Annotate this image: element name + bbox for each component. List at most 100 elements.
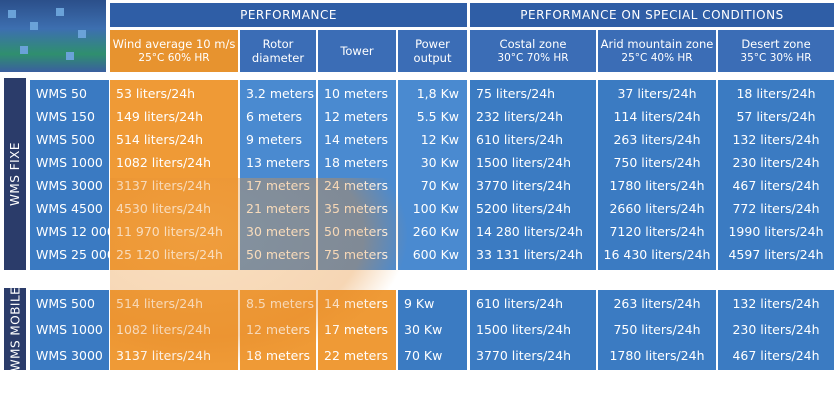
- table-cell: 232 liters/24h: [476, 109, 564, 124]
- table-cell: 132 liters/24h: [732, 132, 820, 147]
- table-cell: 750 liters/24h: [613, 155, 701, 170]
- table-cell: 2660 liters/24h: [609, 201, 705, 216]
- col-desert-fixe: 18 liters/24h 57 liters/24h 132 liters/2…: [718, 80, 834, 270]
- row-label: WMS 3000: [36, 178, 103, 193]
- table-cell: 3137 liters/24h: [116, 178, 212, 193]
- col-header-rotor-diameter: Rotor diameter: [240, 30, 316, 72]
- col-rotor-fixe: 3.2 meters 6 meters 9 meters 13 meters 1…: [240, 80, 316, 270]
- col-wind-average-mobile: 514 liters/24h 1082 liters/24h 3137 lite…: [110, 290, 238, 370]
- table-cell: 70 Kw: [404, 348, 443, 363]
- table-cell: 37 liters/24h: [617, 86, 697, 101]
- table-cell: 30 Kw: [404, 322, 443, 337]
- row-label: WMS 25 000: [36, 247, 109, 262]
- table-cell: 50 meters: [324, 224, 388, 239]
- table-cell: 17 meters: [324, 322, 388, 337]
- table-cell: 14 meters: [324, 132, 388, 147]
- section-label-mobile: WMS MOBILE: [4, 286, 26, 372]
- table-cell: 1780 liters/24h: [609, 178, 705, 193]
- table-cell: 1500 liters/24h: [476, 322, 572, 337]
- table-cell: 4530 liters/24h: [116, 201, 212, 216]
- table-cell: 7120 liters/24h: [609, 224, 705, 239]
- table-cell: 149 liters/24h: [116, 109, 204, 124]
- table-cell: 750 liters/24h: [613, 322, 701, 337]
- table-cell: 467 liters/24h: [732, 178, 820, 193]
- table-cell: 30 Kw: [420, 155, 459, 170]
- col-header-line1: Costal zone: [499, 37, 567, 51]
- table-cell: 230 liters/24h: [732, 322, 820, 337]
- col-rotor-mobile: 8.5 meters 12 meters 18 meters: [240, 290, 316, 370]
- col-header-line1: Wind average 10 m/s: [112, 37, 236, 51]
- corner-graphic: [0, 0, 106, 72]
- col-header-wind-average: Wind average 10 m/s 25°C 60% HR: [110, 30, 238, 72]
- table-cell: 260 Kw: [412, 224, 459, 239]
- col-costal-mobile: 610 liters/24h 1500 liters/24h 3770 lite…: [470, 290, 596, 370]
- col-arid-mobile: 263 liters/24h 750 liters/24h 1780 liter…: [598, 290, 716, 370]
- row-labels-mobile: WMS 500 WMS 1000 WMS 3000: [30, 290, 109, 370]
- table-cell: 600 Kw: [412, 247, 459, 262]
- section-label-text: WMS MOBILE: [8, 286, 22, 372]
- row-label: WMS 1000: [36, 155, 103, 170]
- table-cell: 132 liters/24h: [732, 296, 820, 311]
- col-header-power-output: Power output: [398, 30, 467, 72]
- col-header-line2: 25°C 40% HR: [621, 52, 693, 64]
- table-cell: 514 liters/24h: [116, 132, 204, 147]
- table-cell: 1500 liters/24h: [476, 155, 572, 170]
- row-label: WMS 12 000: [36, 224, 109, 239]
- table-cell: 6 meters: [246, 109, 303, 124]
- col-header-line2: output: [413, 51, 452, 65]
- col-header-line2: 25°C 60% HR: [138, 52, 210, 64]
- table-cell: 18 meters: [324, 155, 388, 170]
- row-label: WMS 3000: [36, 348, 103, 363]
- table-cell: 610 liters/24h: [476, 296, 564, 311]
- row-label: WMS 150: [36, 109, 95, 124]
- table-cell: 12 meters: [324, 109, 388, 124]
- col-desert-mobile: 132 liters/24h 230 liters/24h 467 liters…: [718, 290, 834, 370]
- col-header-arid-mountain-zone: Arid mountain zone 25°C 40% HR: [598, 30, 716, 72]
- col-header-line1: Rotor: [262, 37, 294, 51]
- table-cell: 1780 liters/24h: [609, 348, 705, 363]
- table-cell: 3137 liters/24h: [116, 348, 212, 363]
- table-cell: 467 liters/24h: [732, 348, 820, 363]
- col-wind-average-fixe: 53 liters/24h 149 liters/24h 514 liters/…: [110, 80, 238, 270]
- table-cell: 10 meters: [324, 86, 388, 101]
- table-cell: 18 meters: [246, 348, 310, 363]
- table-cell: 5200 liters/24h: [476, 201, 572, 216]
- col-header-tower: Tower: [318, 30, 396, 72]
- col-header-line1: Power: [415, 37, 450, 51]
- table-cell: 3770 liters/24h: [476, 178, 572, 193]
- table-cell: 1,8 Kw: [416, 86, 459, 101]
- group-title-special-conditions: PERFORMANCE ON SPECIAL CONDITIONS: [470, 3, 834, 27]
- col-power-mobile: 9 Kw 30 Kw 70 Kw: [398, 290, 467, 370]
- row-label: WMS 1000: [36, 322, 103, 337]
- background-turbine-shape: [110, 178, 410, 368]
- table-cell: 772 liters/24h: [732, 201, 820, 216]
- table-cell: 3.2 meters: [246, 86, 314, 101]
- row-label: WMS 500: [36, 296, 95, 311]
- col-tower-mobile: 14 meters 17 meters 22 meters: [318, 290, 396, 370]
- col-header-costal-zone: Costal zone 30°C 70% HR: [470, 30, 596, 72]
- table-cell: 11 970 liters/24h: [116, 224, 223, 239]
- col-header-line2: 35°C 30% HR: [740, 52, 812, 64]
- table-cell: 25 120 liters/24h: [116, 247, 223, 262]
- table-cell: 9 Kw: [404, 296, 435, 311]
- table-cell: 53 liters/24h: [116, 86, 196, 101]
- table-cell: 263 liters/24h: [613, 296, 701, 311]
- col-arid-fixe: 37 liters/24h 114 liters/24h 263 liters/…: [598, 80, 716, 270]
- table-cell: 33 131 liters/24h: [476, 247, 583, 262]
- row-label: WMS 500: [36, 132, 95, 147]
- col-header-desert-zone: Desert zone 35°C 30% HR: [718, 30, 834, 72]
- col-header-line2: diameter: [251, 51, 305, 65]
- row-labels-fixe: WMS 50 WMS 150 WMS 500 WMS 1000 WMS 3000…: [30, 80, 109, 270]
- table-cell: 8.5 meters: [246, 296, 314, 311]
- col-tower-fixe: 10 meters 12 meters 14 meters 18 meters …: [318, 80, 396, 270]
- table-cell: 57 liters/24h: [736, 109, 816, 124]
- table-cell: 514 liters/24h: [116, 296, 204, 311]
- section-label-fixe: WMS FIXE: [4, 78, 26, 270]
- table-cell: 70 Kw: [420, 178, 459, 193]
- table-cell: 1990 liters/24h: [728, 224, 824, 239]
- row-label: WMS 50: [36, 86, 87, 101]
- table-cell: 22 meters: [324, 348, 388, 363]
- table-cell: 75 liters/24h: [476, 86, 556, 101]
- table-cell: 21 meters: [246, 201, 310, 216]
